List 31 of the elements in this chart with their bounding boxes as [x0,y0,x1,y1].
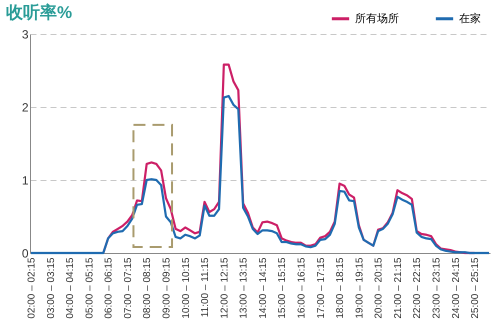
x-tick-label: 10:00 – 10:15 [180,257,192,319]
legend-label: 在家 [459,12,481,25]
x-tick-label: 07:00 – 07:15 [122,257,134,319]
x-tick-label: 05:00 – 05:15 [84,257,96,319]
x-tick-label: 04:00 – 04:15 [65,257,76,319]
legend-label: 所有场所 [355,12,399,25]
x-tick-label: 14:00 – 14:15 [258,257,269,319]
x-tick-label: 15:00 – 15:15 [277,257,288,319]
x-tick-label: 13:00 – 13:15 [238,257,250,319]
x-tick-label: 06:00 – 06:15 [104,257,115,319]
x-tick-label: 08:00 – 08:15 [142,257,154,319]
x-tick-label: 17:00 – 17:15 [316,257,327,319]
x-tick-label: 22:00 – 22:15 [412,257,424,319]
y-tick-label: 3 [22,28,29,42]
x-tick-label: 24:00 – 24:15 [450,257,462,319]
y-tick-label: 1 [22,174,29,188]
x-tick-label: 09:00 – 09:15 [161,257,172,319]
x-tick-label: 16:00 – 16:15 [296,257,308,319]
x-tick-label: 18:00 – 18:15 [335,257,346,319]
x-tick-label: 11:00 – 11:15 [200,257,212,318]
x-tick-label: 20:00 – 20:15 [374,257,385,319]
x-tick-label: 19:00 – 19:15 [354,257,366,319]
chart-title: 收听率% [6,3,72,22]
y-tick-label: 0 [22,246,29,260]
x-tick-label: 12:00 – 12:15 [219,257,230,319]
x-tick-label: 25:00 – 25:15 [470,257,482,319]
x-tick-label: 02:00 – 02:15 [26,257,38,319]
y-tick-label: 2 [22,100,29,114]
x-tick-label: 03:00 – 03:15 [46,257,57,319]
x-tick-label: 23:00 – 23:15 [431,257,442,319]
x-tick-label: 21:00 – 21:15 [392,257,404,319]
